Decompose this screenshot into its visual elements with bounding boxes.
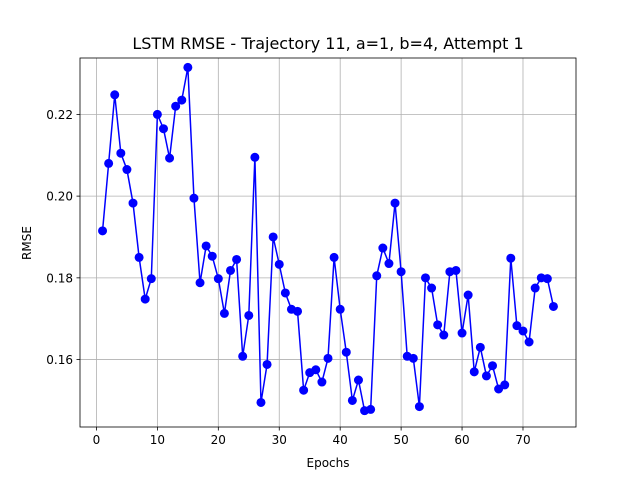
data-point <box>250 152 260 162</box>
data-point <box>110 90 120 100</box>
data-point <box>116 148 126 158</box>
data-point <box>548 301 558 311</box>
data-point <box>274 259 284 269</box>
data-point <box>152 109 162 119</box>
data-point <box>378 243 388 253</box>
data-point <box>469 367 479 377</box>
x-tick-label: 10 <box>150 433 165 447</box>
data-point <box>268 232 278 242</box>
data-point <box>451 265 461 275</box>
x-axis-ticks: 0 10 20 30 40 50 60 70 <box>93 427 531 447</box>
data-point <box>500 380 510 390</box>
y-tick-label: 0.22 <box>46 108 73 122</box>
chart-title: LSTM RMSE - Trajectory 11, a=1, b=4, Att… <box>132 34 523 53</box>
grid-lines <box>80 58 576 427</box>
data-point <box>128 198 138 208</box>
data-point <box>213 274 223 284</box>
data-point <box>420 273 430 283</box>
data-point <box>439 330 449 340</box>
x-tick-label: 70 <box>515 433 530 447</box>
data-point <box>390 198 400 208</box>
y-axis-label: RMSE <box>20 226 34 260</box>
data-point <box>323 353 333 363</box>
data-point <box>506 253 516 263</box>
data-point <box>433 320 443 330</box>
data-point <box>226 265 236 275</box>
data-point <box>238 351 248 361</box>
x-tick-label: 60 <box>454 433 469 447</box>
x-tick-label: 50 <box>393 433 408 447</box>
data-point <box>427 283 437 293</box>
y-tick-label: 0.18 <box>46 271 73 285</box>
data-point <box>353 375 363 385</box>
data-point <box>396 267 406 277</box>
data-point <box>98 226 108 236</box>
data-point <box>280 288 290 298</box>
data-point <box>207 251 217 261</box>
data-point <box>165 153 175 163</box>
data-point <box>232 254 242 264</box>
series-layer <box>98 62 558 416</box>
data-point <box>244 310 254 320</box>
data-point <box>372 271 382 281</box>
data-point <box>262 359 272 369</box>
y-axis-ticks: 0.16 0.18 0.20 0.22 <box>46 108 80 367</box>
data-point <box>335 304 345 314</box>
data-point <box>329 252 339 262</box>
data-point <box>299 385 309 395</box>
data-point <box>317 377 327 387</box>
data-point <box>189 193 199 203</box>
data-point <box>524 337 534 347</box>
data-point <box>201 241 211 251</box>
data-point <box>518 326 528 336</box>
data-point <box>347 395 357 405</box>
y-tick-label: 0.20 <box>46 190 73 204</box>
data-point <box>171 101 181 111</box>
data-point <box>408 353 418 363</box>
data-point <box>122 165 132 175</box>
data-point <box>494 384 504 394</box>
data-point <box>414 402 424 412</box>
x-tick-label: 30 <box>272 433 287 447</box>
data-point <box>146 274 156 284</box>
plot-frame <box>79 57 577 428</box>
data-point <box>293 306 303 316</box>
data-point <box>366 404 376 414</box>
data-point <box>183 62 193 72</box>
data-point <box>158 124 168 134</box>
y-tick-label: 0.16 <box>46 353 73 367</box>
data-point <box>256 397 266 407</box>
data-point <box>512 321 522 331</box>
x-axis-label: Epochs <box>307 456 350 470</box>
data-point <box>341 347 351 357</box>
data-point <box>195 278 205 288</box>
data-point <box>219 308 229 318</box>
x-tick-label: 0 <box>93 433 101 447</box>
data-point <box>177 95 187 105</box>
data-point <box>542 274 552 284</box>
data-point <box>475 342 485 352</box>
x-tick-label: 40 <box>333 433 348 447</box>
data-point <box>134 252 144 262</box>
data-point <box>384 259 394 269</box>
data-point <box>311 365 321 375</box>
data-point <box>457 328 467 338</box>
x-tick-label: 20 <box>211 433 226 447</box>
data-point <box>488 361 498 371</box>
data-point <box>104 158 114 168</box>
data-point <box>140 294 150 304</box>
data-point <box>530 283 540 293</box>
data-point <box>481 371 491 381</box>
data-point <box>463 290 473 300</box>
